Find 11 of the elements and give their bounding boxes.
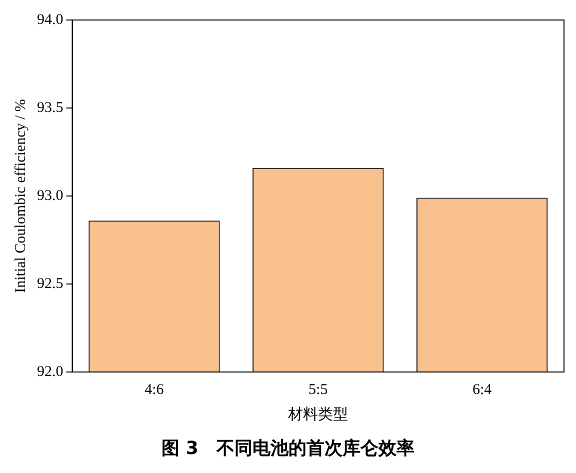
x-tick-label: 6:4 [472,382,492,398]
x-axis-title: 材料类型 [287,406,348,423]
y-axis-title: Initial Coulombic efficiency / % [12,99,29,293]
y-tick-label: 94.0 [37,12,64,28]
y-tick-label: 93.0 [37,188,64,204]
x-tick-label: 5:5 [308,382,328,398]
y-tick-label: 92.5 [37,276,64,292]
y-tick-label: 92.0 [37,364,64,380]
y-tick-label: 93.5 [37,100,64,116]
text: 图 3 不同电池的首次库仑效率 [160,437,416,460]
x-tick-label: 4:6 [144,382,164,398]
